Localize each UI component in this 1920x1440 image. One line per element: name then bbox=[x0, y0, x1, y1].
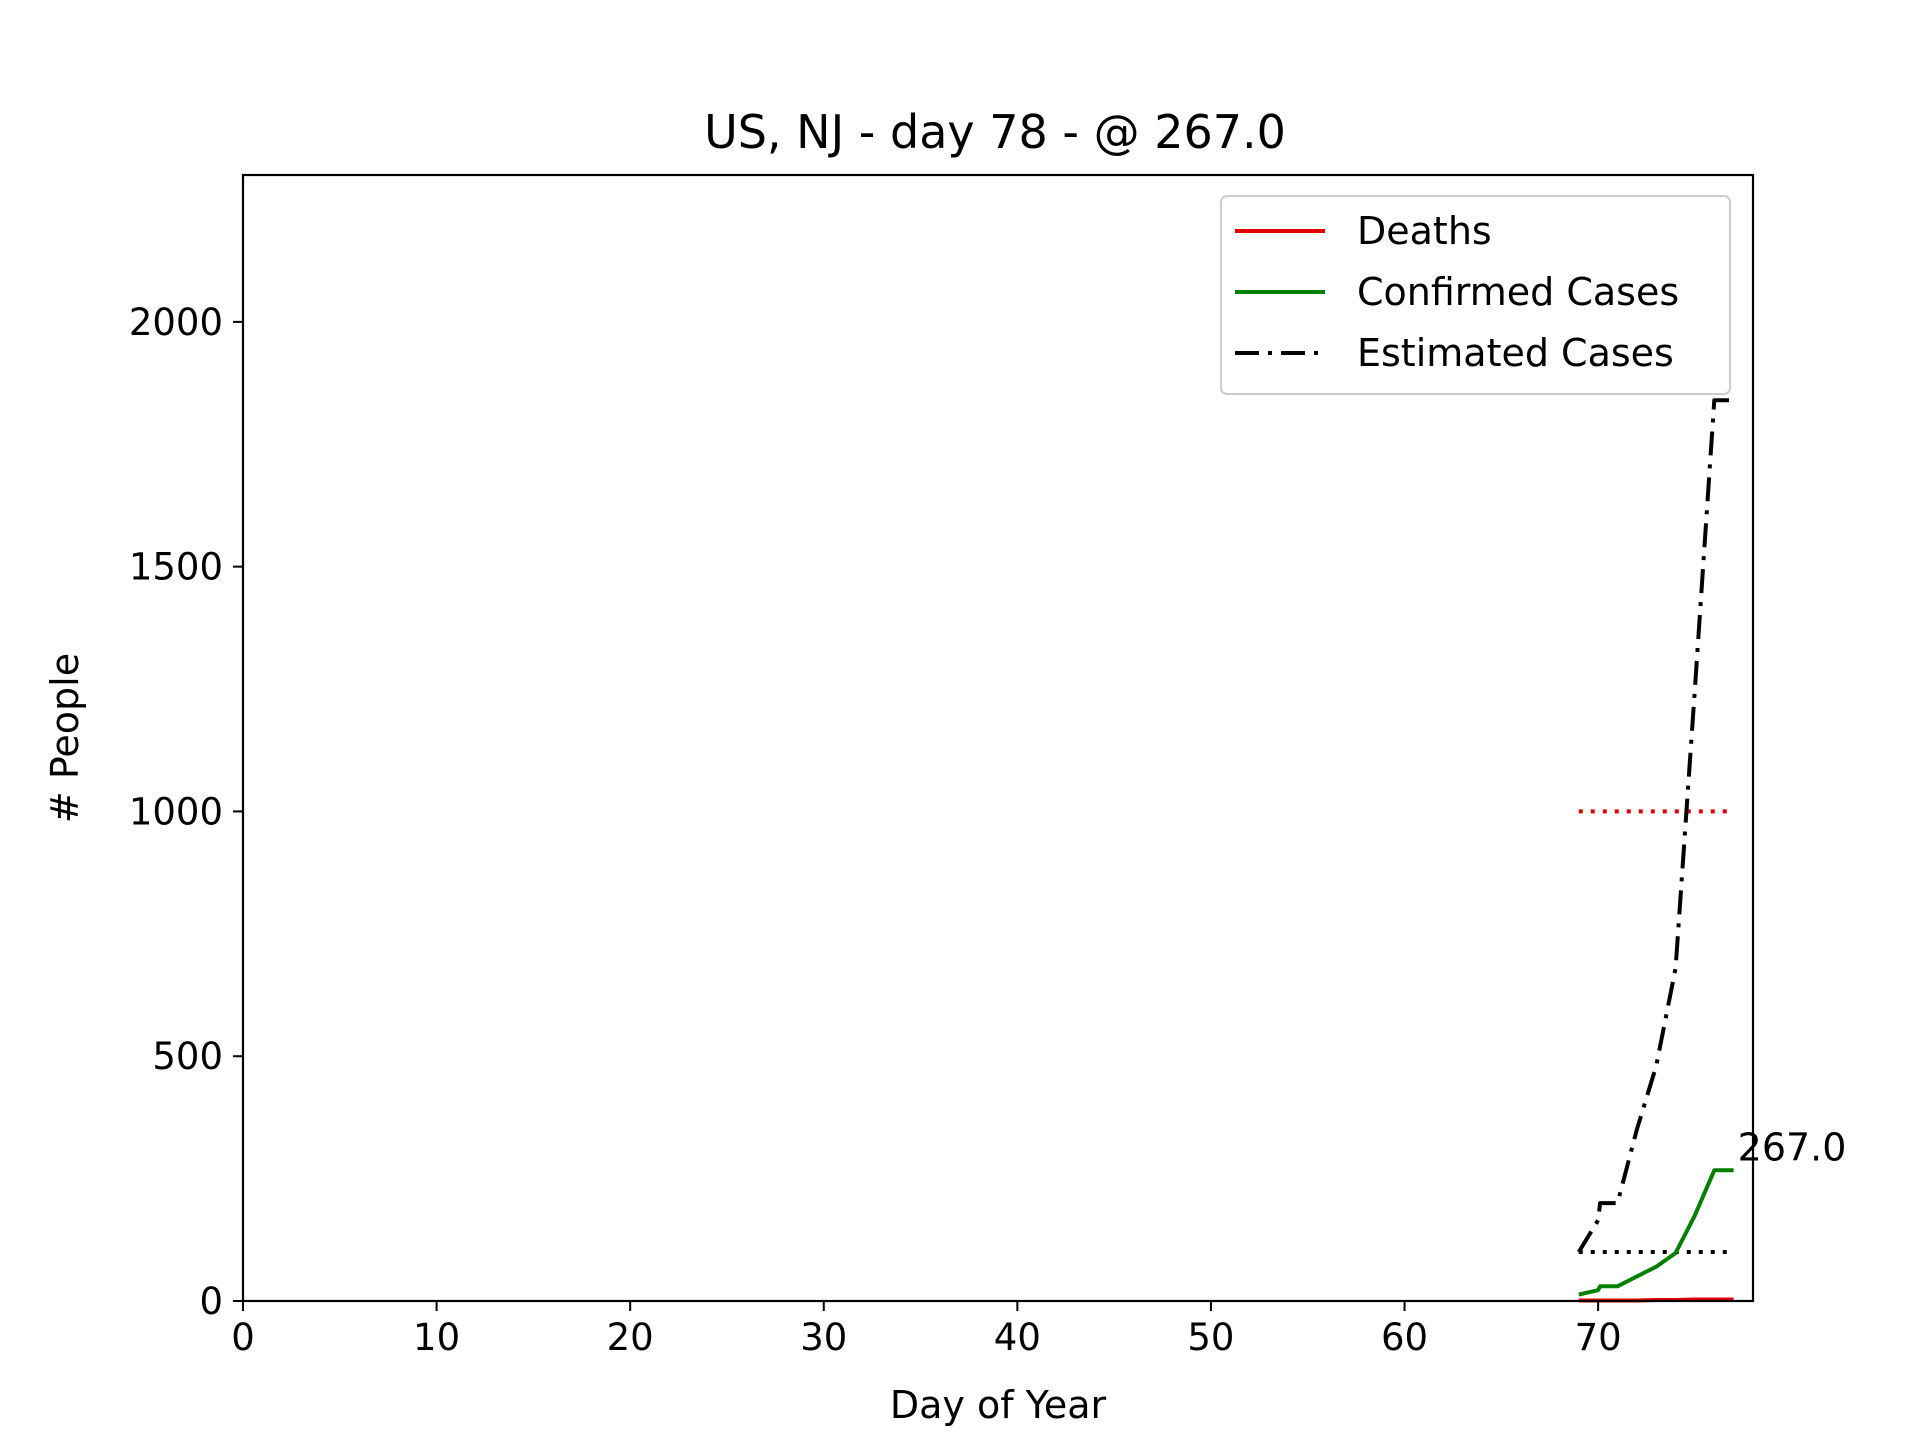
x-tick-label: 50 bbox=[1187, 1316, 1234, 1359]
y-tick-label: 2000 bbox=[129, 301, 223, 344]
y-tick-label: 500 bbox=[152, 1035, 223, 1078]
legend-label-estimated-cases: Estimated Cases bbox=[1357, 331, 1674, 375]
series-line-estimated-cases bbox=[1577, 398, 1734, 1254]
chart-title: US, NJ - day 78 - @ 267.0 bbox=[704, 105, 1286, 159]
y-tick-label: 0 bbox=[199, 1280, 223, 1323]
x-tick-label: 40 bbox=[994, 1316, 1041, 1359]
value-annotation: 267.0 bbox=[1738, 1125, 1847, 1169]
series-line-confirmed-cases bbox=[1578, 1168, 1734, 1297]
x-tick-label: 20 bbox=[607, 1316, 654, 1359]
y-tick-label: 1000 bbox=[129, 790, 223, 833]
legend: Deaths Confirmed Cases Estimated Cases bbox=[1220, 195, 1731, 395]
x-tick-label: 10 bbox=[413, 1316, 460, 1359]
x-tick-label: 70 bbox=[1575, 1316, 1622, 1359]
x-tick-label: 0 bbox=[231, 1316, 255, 1359]
x-tick-label: 30 bbox=[800, 1316, 847, 1359]
x-axis-label: Day of Year bbox=[890, 1383, 1107, 1427]
legend-label-deaths: Deaths bbox=[1357, 209, 1492, 253]
y-axis-label: # People bbox=[43, 653, 87, 823]
legend-label-confirmed-cases: Confirmed Cases bbox=[1357, 270, 1679, 314]
y-tick-label: 1500 bbox=[129, 546, 223, 589]
plot-area-frame bbox=[241, 173, 1755, 1303]
legend-box bbox=[1220, 195, 1731, 395]
x-tick-label: 60 bbox=[1381, 1316, 1428, 1359]
